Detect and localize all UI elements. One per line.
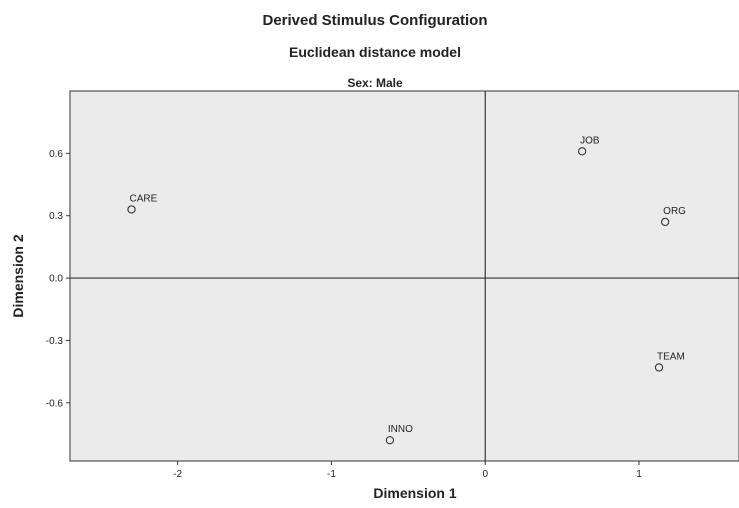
data-point-care	[127, 205, 136, 214]
x-tick-label: -2	[173, 469, 182, 480]
y-tick-label: -0.3	[46, 336, 64, 347]
plot-area	[69, 90, 739, 462]
data-point-inno	[385, 436, 395, 445]
data-point-job	[577, 147, 587, 156]
chart-subtitle: Euclidean distance model	[289, 44, 461, 60]
point-label-org: ORG	[663, 206, 686, 217]
point-label-team: TEAM	[657, 351, 685, 362]
point-label-job: JOB	[580, 135, 600, 146]
y-tick-label: 0.3	[49, 211, 63, 222]
point-label-care: CARE	[130, 193, 158, 204]
reference-lines	[70, 91, 739, 461]
y-tick-label: -0.6	[46, 398, 64, 409]
x-tick-label: -1	[327, 469, 336, 480]
chart-title: Derived Stimulus Configuration	[262, 12, 487, 29]
data-points: JOB ORG CARE TEAM INNO	[127, 135, 686, 445]
data-point-org	[661, 217, 670, 227]
data-point-team	[654, 363, 664, 372]
x-tick-label: 0	[482, 469, 488, 480]
y-axis-ticks: -0.6 -0.3 0.0 0.3 0.6	[46, 149, 70, 409]
y-axis-title: Dimension 2	[10, 234, 26, 317]
y-tick-label: 0.6	[49, 149, 63, 160]
point-label-inno: INNO	[388, 424, 413, 435]
panel-title: Sex: Male	[347, 76, 403, 90]
x-axis-title: Dimension 1	[373, 485, 456, 501]
x-tick-label: 1	[636, 469, 642, 480]
x-axis-ticks: -2 -1 0 1	[173, 461, 642, 480]
y-tick-label: 0.0	[49, 274, 63, 285]
